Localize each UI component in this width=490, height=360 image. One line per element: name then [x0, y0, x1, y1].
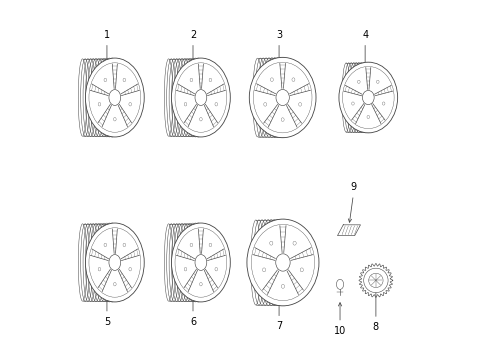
Ellipse shape	[109, 255, 121, 270]
Ellipse shape	[276, 90, 289, 105]
Text: 6: 6	[190, 317, 196, 327]
Text: 7: 7	[276, 321, 282, 331]
Ellipse shape	[352, 102, 354, 105]
Ellipse shape	[264, 103, 267, 106]
Ellipse shape	[298, 103, 302, 106]
Ellipse shape	[276, 254, 290, 271]
Ellipse shape	[104, 243, 107, 247]
Ellipse shape	[172, 223, 230, 302]
Text: 8: 8	[373, 322, 379, 332]
Ellipse shape	[190, 243, 193, 247]
Ellipse shape	[376, 80, 379, 84]
Ellipse shape	[382, 102, 385, 105]
Text: 9: 9	[350, 182, 356, 192]
Ellipse shape	[172, 58, 230, 137]
Ellipse shape	[209, 78, 212, 82]
Ellipse shape	[293, 241, 296, 245]
Ellipse shape	[85, 58, 144, 137]
Ellipse shape	[247, 219, 319, 306]
Ellipse shape	[114, 282, 116, 286]
Ellipse shape	[249, 57, 316, 138]
Ellipse shape	[358, 80, 360, 84]
Ellipse shape	[123, 78, 125, 82]
Text: 1: 1	[104, 30, 110, 40]
Ellipse shape	[85, 223, 144, 302]
Ellipse shape	[190, 78, 193, 82]
Ellipse shape	[199, 282, 202, 286]
Polygon shape	[338, 225, 361, 235]
Ellipse shape	[292, 78, 295, 81]
Ellipse shape	[270, 78, 273, 81]
Ellipse shape	[98, 103, 101, 106]
Ellipse shape	[363, 90, 374, 105]
Ellipse shape	[270, 241, 273, 245]
Ellipse shape	[129, 103, 131, 106]
Ellipse shape	[337, 279, 343, 289]
Ellipse shape	[367, 115, 369, 118]
Ellipse shape	[199, 117, 202, 121]
Ellipse shape	[184, 103, 187, 106]
Ellipse shape	[281, 284, 285, 288]
Ellipse shape	[129, 267, 131, 271]
Ellipse shape	[209, 243, 212, 247]
Ellipse shape	[195, 255, 207, 270]
Ellipse shape	[104, 78, 107, 82]
Ellipse shape	[109, 90, 121, 105]
Text: 2: 2	[190, 30, 196, 40]
Text: 3: 3	[276, 30, 282, 40]
Ellipse shape	[114, 117, 116, 121]
Ellipse shape	[281, 118, 284, 121]
Ellipse shape	[215, 103, 218, 106]
Ellipse shape	[300, 268, 303, 272]
Ellipse shape	[215, 267, 218, 271]
Ellipse shape	[184, 267, 187, 271]
Ellipse shape	[263, 268, 266, 272]
Text: 10: 10	[334, 325, 346, 336]
Ellipse shape	[195, 90, 207, 105]
Ellipse shape	[98, 267, 101, 271]
Text: 5: 5	[104, 317, 110, 327]
Text: 4: 4	[362, 30, 368, 40]
Ellipse shape	[339, 62, 398, 133]
Ellipse shape	[123, 243, 125, 247]
Ellipse shape	[364, 268, 388, 293]
